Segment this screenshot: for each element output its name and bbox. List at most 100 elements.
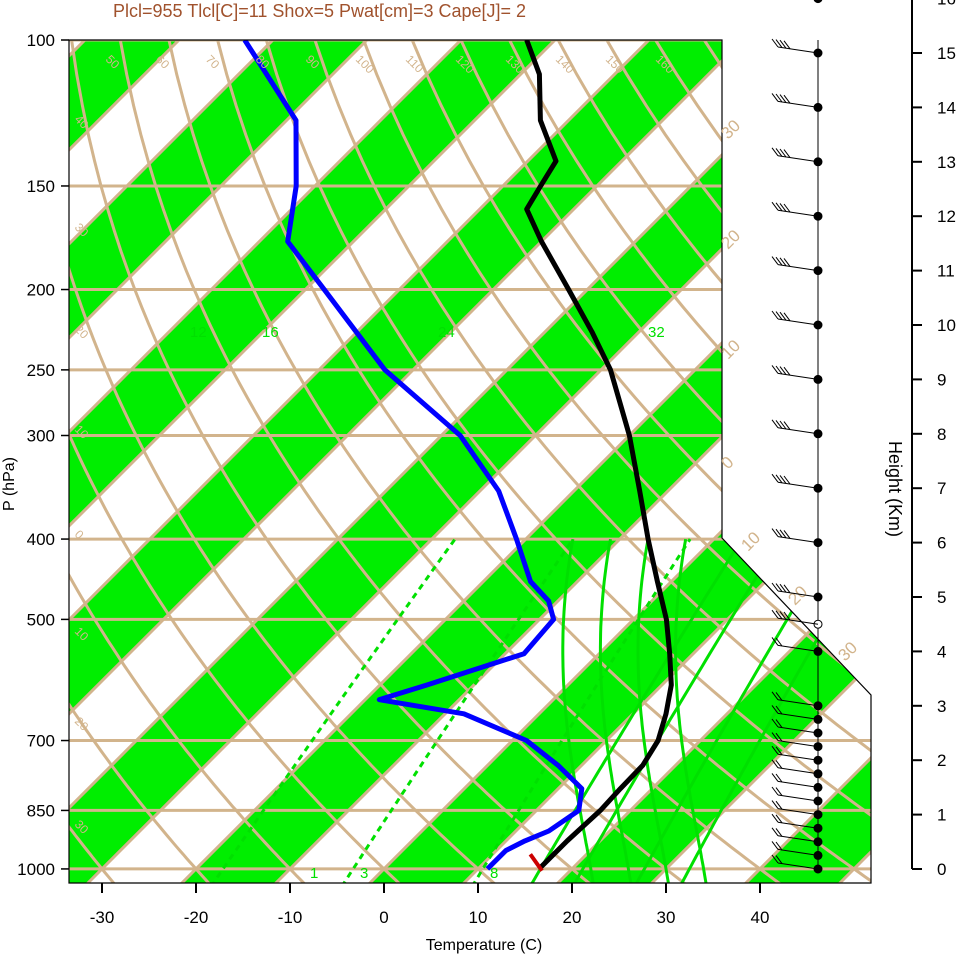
wind-barb: [777, 848, 819, 856]
height-tick-label: 4: [937, 642, 946, 661]
p-tick-label: 400: [27, 530, 55, 549]
wind-barb: [777, 753, 819, 761]
isotherm-line: [69, 40, 858, 883]
isotherm-line: [69, 40, 670, 883]
wind-barb-feather: [771, 691, 779, 701]
wind-barb: [777, 427, 819, 435]
p-tick-label: 500: [27, 610, 55, 629]
height-tick-label: 11: [937, 262, 955, 281]
sounding-indices-header: Plcl=955 Tlcl[C]=11 Shox=5 Pwat[cm]=3 Ca…: [113, 1, 526, 21]
isotherm-line: [69, 40, 482, 883]
wind-barb-feather: [771, 759, 779, 769]
wind-barb: [777, 712, 819, 720]
wind-barb-feather: [775, 637, 783, 647]
height-tick-label: 0: [937, 860, 946, 879]
dewpoint-profile: [242, 40, 585, 871]
isotherm-band: [161, 40, 871, 883]
isotherm-line: [630, 40, 871, 883]
mixing-ratio-line: [340, 538, 575, 883]
x-tick-label: -10: [278, 908, 303, 927]
dry-adiabat: [313, 40, 871, 883]
height-tick-label: 16: [937, 0, 956, 9]
wind-barb-feather: [771, 773, 779, 782]
wind-barb: [777, 862, 819, 870]
p-tick-label: 200: [27, 281, 55, 300]
wind-barb: [777, 808, 819, 816]
wind-barb-feather: [783, 530, 791, 539]
wind-barbs: [771, 0, 823, 874]
wind-barb: [777, 318, 819, 326]
x-axis-title: Temperature (C): [426, 937, 542, 954]
wind-barb-feather: [775, 692, 783, 701]
wind-barb-feather: [771, 800, 779, 809]
wind-barb-feather: [771, 609, 779, 619]
sounding-profiles: [242, 40, 674, 872]
x-tick-label: 10: [469, 908, 488, 927]
wind-barb-feather: [775, 719, 783, 728]
p-tick-label: 250: [27, 361, 55, 380]
wind-barb-feather: [771, 93, 779, 102]
wind-barb-feather: [783, 40, 791, 50]
wind-barb-feather: [779, 475, 787, 484]
height-tick-label: 14: [937, 98, 956, 117]
wind-barb: [777, 740, 819, 748]
wind-barb-feather: [775, 528, 783, 538]
dry-adiabat: [410, 40, 871, 883]
wind-barb-feather: [771, 256, 779, 265]
p-tick-label: 850: [27, 801, 55, 820]
mixing-ratio-label: 32: [648, 324, 665, 341]
p-tick-label: 700: [27, 732, 55, 751]
wind-barb-feather: [775, 420, 783, 429]
wind-barb-feather: [771, 637, 779, 646]
wind-barb-feather: [779, 611, 787, 620]
x-tick-label: 30: [657, 908, 676, 927]
moist-adiabat: [636, 538, 671, 883]
mixing-ratio-label: 8: [490, 865, 498, 882]
wind-barb-feather: [775, 787, 783, 796]
wind-barb-feather: [775, 814, 783, 824]
x-tick-label: 0: [379, 908, 388, 927]
height-tick-label: 6: [937, 534, 946, 553]
wind-barb-feather: [783, 94, 791, 104]
mixing-ratio-label: 16: [262, 324, 279, 341]
wind-barb: [777, 644, 819, 652]
wind-barb-feather: [775, 828, 783, 837]
wind-barb: [777, 372, 819, 380]
wind-barb: [777, 481, 819, 489]
wind-barb-feather: [775, 732, 783, 742]
wind-barb-feather: [779, 257, 787, 267]
isotherm-band: [69, 40, 575, 883]
wind-barb-feather: [783, 366, 791, 376]
height-tick-label: 10: [937, 316, 956, 335]
wind-barb: [777, 699, 819, 707]
wind-barb-feather: [779, 39, 787, 49]
wind-barb-feather: [775, 705, 783, 715]
wind-barb: [777, 726, 819, 734]
wind-barb: [777, 264, 819, 272]
wind-barb-feather: [771, 841, 779, 850]
plot-frame: [68, 39, 872, 884]
height-tick-label: 12: [937, 207, 956, 226]
wind-barb-feather: [775, 773, 783, 783]
isotherm-line: [69, 40, 388, 883]
wind-barb: [777, 209, 819, 217]
dry-adiabat: [216, 40, 871, 883]
wind-barb-feather: [771, 473, 779, 483]
wind-barb-feather: [783, 611, 791, 621]
wind-barb-feather: [779, 311, 787, 321]
p-tick-label: 150: [27, 177, 55, 196]
wind-barb-feather: [775, 202, 783, 212]
wind-barb-feather: [775, 311, 783, 320]
wind-barb: [777, 46, 819, 54]
wind-barb-feather: [771, 582, 779, 592]
wind-barb-feather: [783, 421, 791, 430]
mixing-ratio-label: 3: [360, 865, 368, 882]
isotherm-label: 110: [403, 52, 427, 76]
wind-barb-feather: [771, 827, 779, 837]
wind-barb-feather: [771, 365, 779, 374]
isotherm-label: 140: [553, 52, 577, 76]
wind-barb-feather: [779, 529, 787, 539]
isotherm-band: [69, 40, 387, 883]
